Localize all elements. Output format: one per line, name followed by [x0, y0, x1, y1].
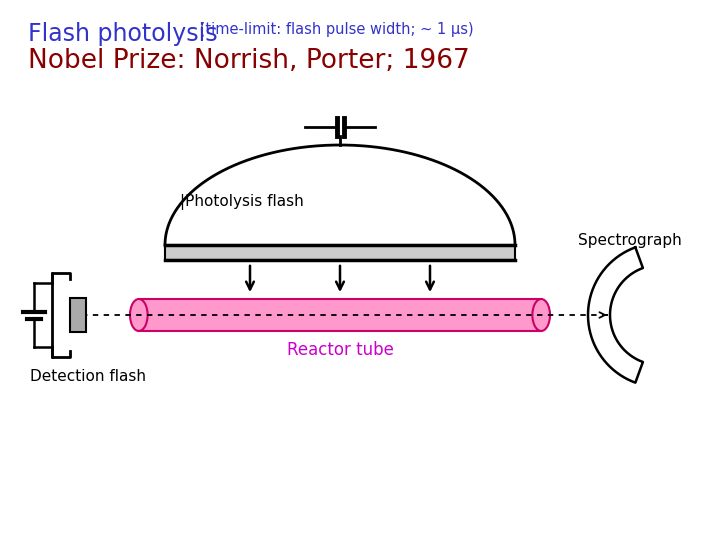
Polygon shape — [165, 145, 515, 245]
Text: Flash photolysis: Flash photolysis — [28, 22, 217, 46]
Text: Nobel Prize: Norrish, Porter; 1967: Nobel Prize: Norrish, Porter; 1967 — [28, 48, 469, 74]
Text: Detection flash: Detection flash — [30, 369, 146, 384]
Bar — [165, 245, 515, 260]
Text: Reactor tube: Reactor tube — [287, 341, 393, 359]
Text: (time-limit: flash pulse width; ~ 1 μs): (time-limit: flash pulse width; ~ 1 μs) — [195, 22, 474, 37]
Ellipse shape — [532, 299, 550, 331]
Ellipse shape — [130, 299, 148, 331]
Bar — [139, 299, 541, 331]
Bar — [70, 298, 86, 332]
Text: Spectrograph: Spectrograph — [578, 233, 682, 248]
Text: |Photolysis flash: |Photolysis flash — [180, 194, 304, 210]
Polygon shape — [588, 247, 643, 383]
